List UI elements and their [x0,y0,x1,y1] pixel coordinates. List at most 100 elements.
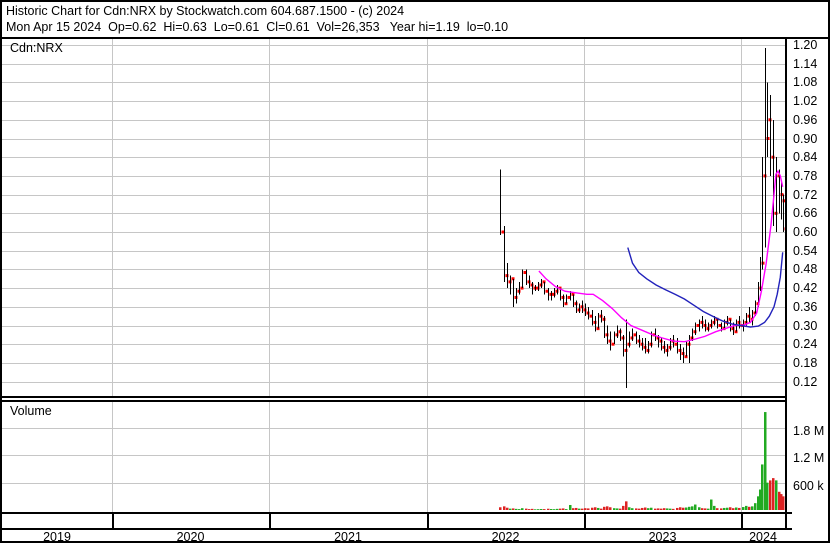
volume-bar [772,478,775,510]
volume-bar [506,507,509,510]
price-axis-tick: 0.30 [793,318,818,333]
x-axis-year-label: 2020 [176,530,205,543]
x-axis-tick-divider [112,514,114,528]
volume-bar [663,508,666,510]
close-dot [523,271,527,275]
volume-bar [769,480,772,510]
volume-bar [775,480,778,510]
price-axis-tick: 0.60 [793,225,818,239]
volume-bar [669,508,672,510]
volume-bar [704,508,707,510]
volume-bar [625,501,628,510]
volume-bar [701,508,704,510]
volume-bar [587,508,590,510]
volume-bar [594,507,597,510]
price-axis-tick: 0.18 [793,355,818,370]
volume-bar [720,508,723,510]
volume-bar [748,506,751,510]
volume-bar [509,508,512,510]
volume-bar [635,508,638,510]
volume-bar [515,508,518,510]
close-dot [589,314,593,318]
volume-bar [556,508,559,510]
x-axis-year-label: 2019 [43,530,71,543]
volume-bar [780,494,783,510]
price-axis-tick: 0.12 [793,374,818,389]
volume-bar [676,507,679,510]
close-dot [674,342,678,346]
volume-bar [754,503,757,510]
volume-bar [654,508,657,510]
price-axis-tick: 0.24 [793,337,818,352]
price-axis-tick: 1.14 [793,56,818,71]
volume-bar [751,506,754,510]
x-axis-year-label: 2024 [749,530,777,543]
volume-bar [569,504,572,510]
volume-bar [691,506,694,510]
ma-short-line [538,169,784,343]
volume-bar [641,507,644,510]
volume-bar [603,506,606,510]
volume-bar [738,507,741,510]
x-axis-year-label: 2021 [334,530,362,543]
volume-axis-tick: 1.2 M [793,451,825,466]
price-axis-tick: 0.96 [793,112,818,127]
volume-bar [518,509,521,510]
volume-bar [685,507,688,510]
volume-bar [562,508,565,510]
volume-bar [694,504,697,510]
chart-title: Historic Chart for Cdn:NRX by Stockwatch… [6,4,405,18]
price-axis-tick: 0.36 [793,299,818,314]
volume-bar [622,505,625,510]
volume-bar [575,507,578,510]
volume-bar [698,507,701,510]
volume-bar [584,508,587,510]
volume-bar [672,508,675,510]
price-axis-tick: 0.78 [793,168,818,183]
x-axis-border [2,528,792,530]
price-axis-tick: 1.20 [793,38,818,52]
volume-bar [565,509,568,510]
volume-bottom-border [2,512,792,514]
x-axis-tick-divider [269,514,271,528]
y-axis-separator [785,39,787,528]
price-plot [2,39,785,396]
volume-bar [540,508,543,510]
volume-bar [547,508,550,510]
volume-bar [628,507,631,510]
close-dot [784,227,785,231]
volume-bar [499,507,502,510]
volume-bar [631,508,634,510]
x-axis-tick-divider [785,514,787,528]
price-axis-tick: 0.72 [793,187,818,202]
volume-bar [657,508,660,510]
volume-bar [559,508,562,510]
price-axis-tick: 0.48 [793,262,818,277]
volume-bar [732,508,735,510]
volume-axis-tick: 1.8 M [793,424,825,438]
volume-bar [757,496,760,510]
price-axis-tick: 0.66 [793,206,818,221]
volume-bar [679,507,682,510]
close-dot [520,286,524,290]
x-axis-year-label: 2023 [648,530,677,543]
volume-bar [666,508,669,510]
volume-bar [723,507,726,510]
quote-summary: Mon Apr 15 2024 Op=0.62 Hi=0.63 Lo=0.61 … [6,20,509,34]
volume-bar [606,506,609,510]
volume-bar [581,508,584,510]
price-axis-tick: 1.02 [793,94,818,109]
volume-bar [597,507,600,510]
x-axis-year-row: 2019 2020 2021 2022 2023 2024 [2,530,787,543]
header-divider [2,37,828,39]
volume-bar [512,508,515,510]
volume-bar [759,489,762,510]
volume-bar [735,507,738,510]
volume-bar [742,507,745,510]
volume-bar [572,508,575,510]
price-axis-tick: 1.08 [793,75,818,90]
volume-bar [644,507,647,510]
volume-bar [591,507,594,510]
close-dot [545,289,549,293]
